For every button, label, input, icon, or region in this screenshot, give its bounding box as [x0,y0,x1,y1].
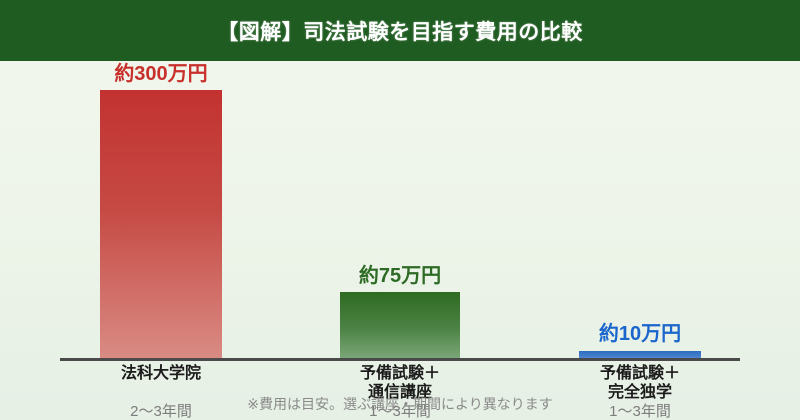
bar-tsushin-koza [340,292,460,358]
duration-label-tsushin-koza: 1〜3年間 [369,403,431,420]
bar-value-label-hoka-daigakuin: 約300万円 [114,63,208,85]
category-label-kanzen-dokugaku: 予備試験＋ 完全独学 [540,365,740,403]
bar-hoka-daigakuin [100,90,222,358]
bar-kanzen-dokugaku [579,351,701,358]
chart-title: 【図解】司法試験を目指す費用の比較 [217,20,583,44]
title-banner: 【図解】司法試験を目指す費用の比較 [0,0,800,61]
category-label-line2: 完全独学 [607,383,672,401]
footer-disclaimer-note: ※費用は目安。選ぶ講座・期間により異なります [247,396,553,412]
category-label-line2: 通信講座 [367,383,432,401]
bar-value-label-tsushin-koza: 約75万円 [358,265,442,287]
category-label-tsushin-koza: 予備試験＋ 通信講座 [300,365,500,403]
bar-value-label-kanzen-dokugaku: 約10万円 [598,323,682,345]
duration-label-hoka-daigakuin: 2〜3年間 [130,403,192,420]
duration-label-kanzen-dokugaku: 1〜3年間 [609,403,671,420]
category-label-line1: 法科大学院 [120,365,201,382]
x-axis-line [60,358,740,361]
category-label-line1: 予備試験＋ [599,365,680,382]
category-label-hoka-daigakuin: 法科大学院 [61,365,261,384]
category-label-line1: 予備試験＋ [359,365,440,382]
